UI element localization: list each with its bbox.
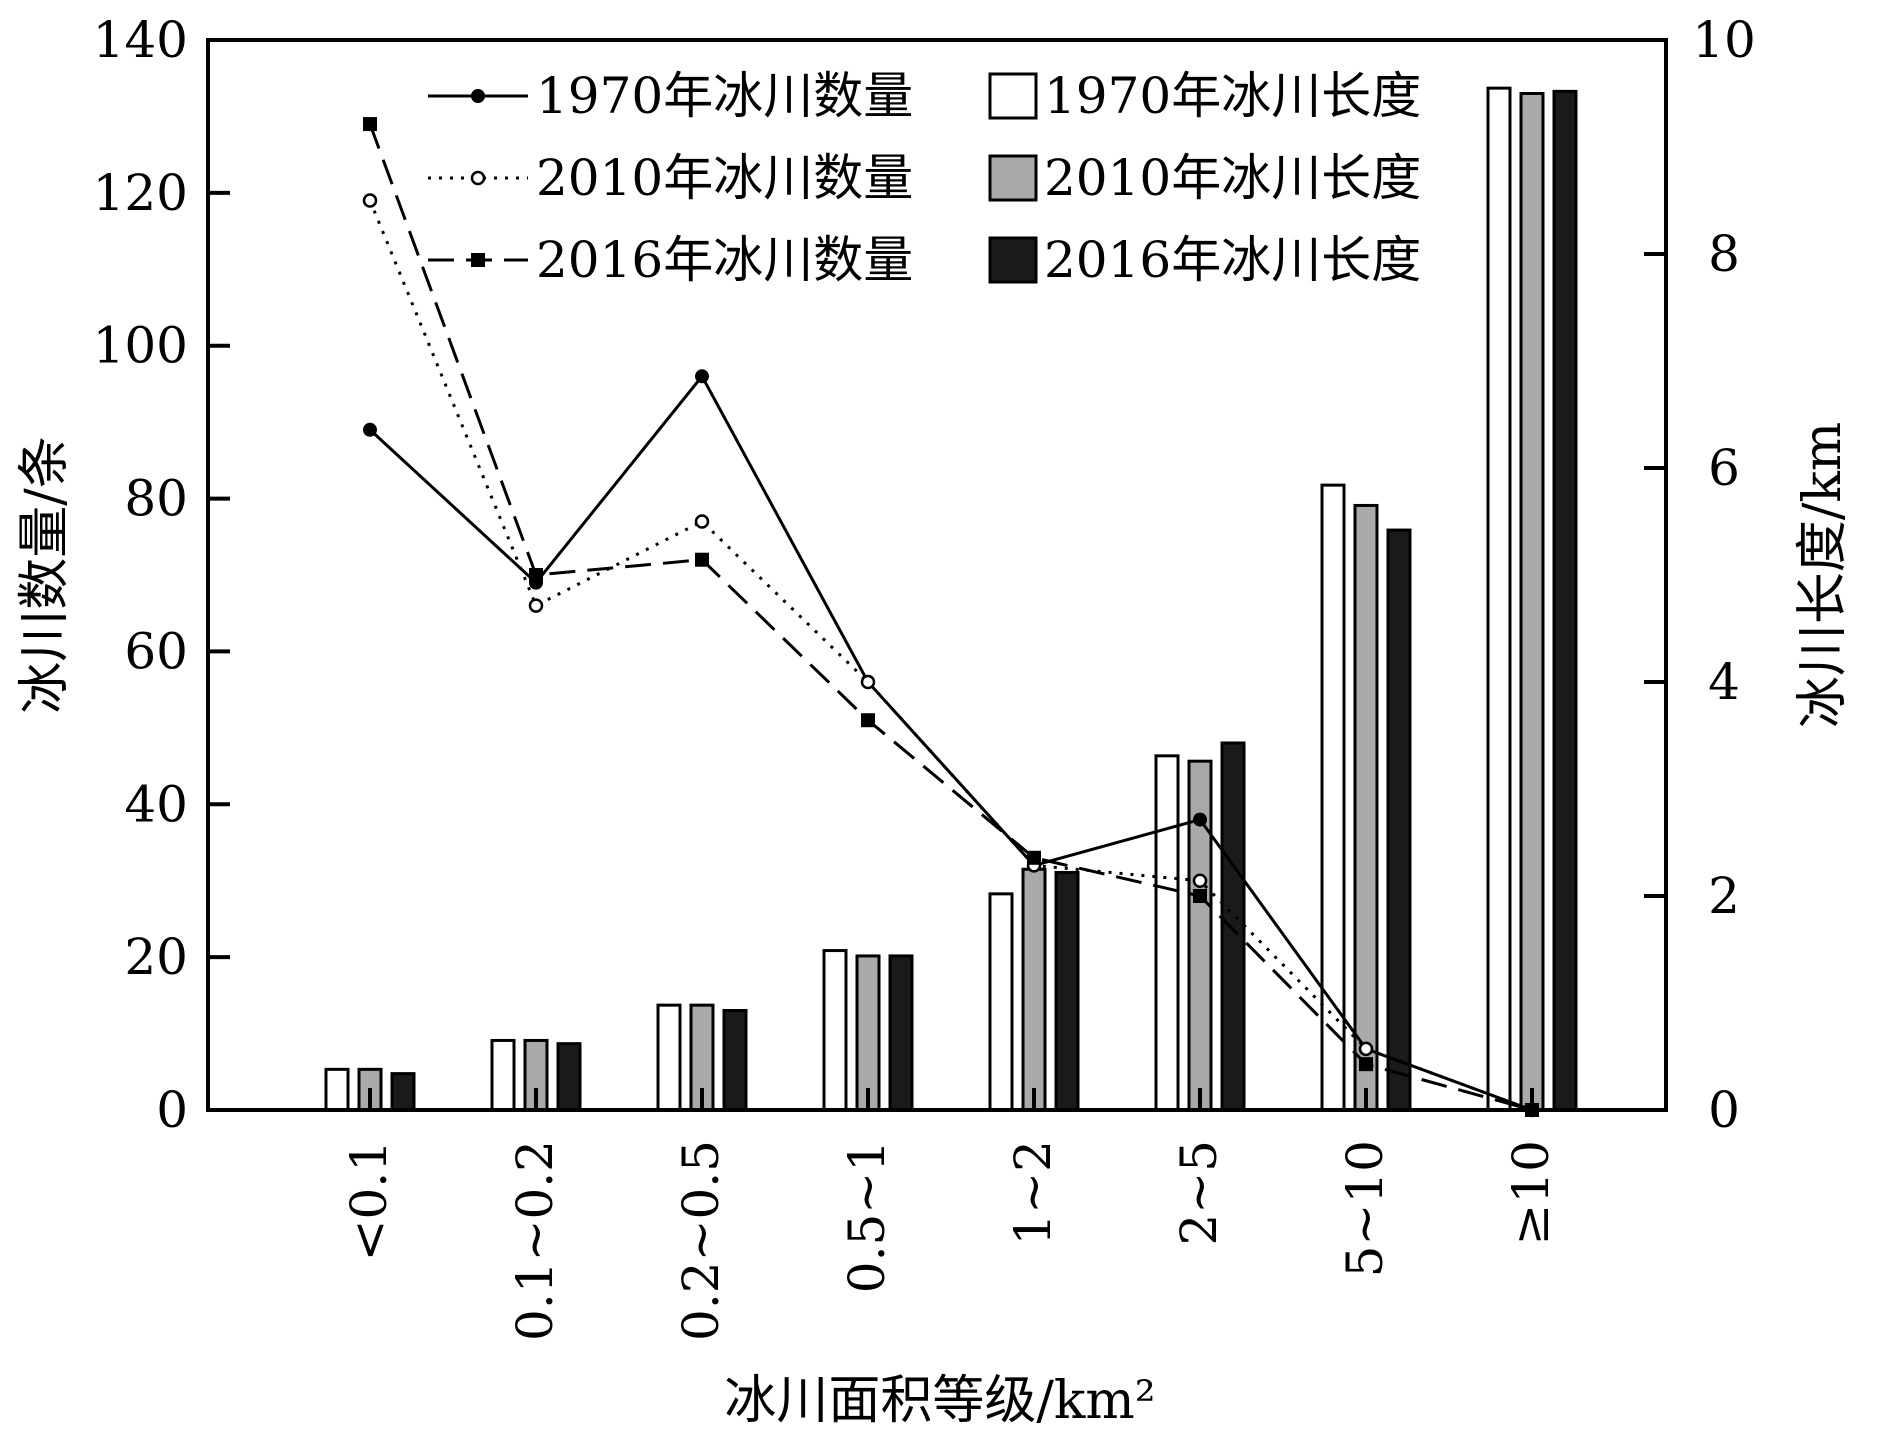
point-2010-1 — [528, 598, 544, 613]
bar-2016-0 — [390, 1072, 416, 1112]
bar-2016-5 — [1220, 741, 1246, 1112]
y-left-tick-label-1: 20 — [124, 928, 188, 986]
y-right-tick-label-0: 0 — [1708, 1081, 1740, 1139]
x-axis-title: 冰川面积等级/km² — [724, 1371, 1155, 1431]
legend-bar-swatch-1 — [988, 154, 1038, 202]
legend-bar-label-0: 1970年冰川长度 — [1044, 67, 1421, 125]
point-2010-3 — [860, 674, 876, 690]
y-left-tick-label-7: 140 — [93, 11, 188, 69]
y-right-tick-label-5: 10 — [1692, 11, 1756, 69]
legend-bar-swatch-2 — [988, 236, 1038, 284]
legend-line-label-2: 2016年冰川数量 — [536, 231, 913, 289]
x-tick-label-4: 1~2 — [1004, 1140, 1062, 1246]
point-2016-2 — [695, 552, 709, 567]
point-2016-3 — [861, 713, 875, 728]
bar-1970-4 — [988, 892, 1014, 1112]
bar-2016-7 — [1552, 89, 1578, 1112]
x-tick-label-5: 2~5 — [1170, 1140, 1228, 1246]
bar-1970-3 — [822, 949, 848, 1112]
legend-marker-1 — [470, 170, 486, 186]
y-left-tick-label-2: 40 — [124, 775, 188, 833]
point-2010-6 — [1358, 1041, 1374, 1057]
point-2010-2 — [694, 514, 710, 529]
bar-2016-6 — [1386, 528, 1412, 1112]
x-tick-label-3: 0.5~1 — [838, 1140, 896, 1293]
y-left-tick-label-3: 60 — [124, 622, 188, 680]
y-right-tick-label-3: 6 — [1708, 439, 1740, 497]
x-tick-labels: <0.1 0.1~0.2 0.2~0.5 0.5~1 1~2 2~5 5~10 ≥10 — [340, 1140, 1560, 1341]
legend-marker-0 — [471, 89, 485, 103]
point-2010-0 — [362, 193, 378, 208]
y-right-tick-label-2: 4 — [1708, 653, 1740, 711]
legend-bar-swatch-0 — [988, 72, 1038, 120]
legend-line-label-0: 1970年冰川数量 — [536, 67, 913, 125]
bar-2016-1 — [556, 1042, 582, 1112]
point-1970-5 — [1193, 812, 1207, 827]
y-left-tick-label-5: 100 — [93, 317, 188, 375]
line-1970 — [368, 373, 1533, 1112]
legend-bar-label-2: 2016年冰川长度 — [1044, 231, 1421, 289]
bar-1970-7 — [1486, 86, 1512, 1112]
x-tick-label-6: 5~10 — [1336, 1140, 1394, 1277]
y-right-tick-label-1: 2 — [1708, 867, 1740, 925]
plot-frame — [206, 38, 1668, 1112]
bar-2010-3 — [855, 954, 881, 1112]
x-tick-label-0: <0.1 — [340, 1140, 398, 1261]
y-axis-left-title: 冰川数量/条 — [15, 436, 75, 714]
x-tick-label-1: 0.1~0.2 — [506, 1140, 564, 1341]
bar-2010-4 — [1021, 867, 1047, 1112]
line-2016 — [368, 123, 1533, 1112]
point-1970-0 — [363, 422, 377, 437]
point-2016-6 — [1359, 1057, 1373, 1072]
legend-line-label-1: 2010年冰川数量 — [536, 149, 913, 207]
bar-1970-1 — [490, 1038, 516, 1112]
point-2016-1 — [529, 568, 543, 582]
legend: 1970年冰川数量 1970年冰川长度 2010年冰川数量 2010年冰川长度 2016… — [428, 67, 1421, 289]
bar-1970-2 — [656, 1003, 682, 1112]
legend-bar-label-1: 2010年冰川长度 — [1044, 149, 1421, 207]
point-2010-5 — [1192, 873, 1208, 888]
point-2016-0 — [363, 117, 377, 132]
y-right-tick-label-4: 8 — [1708, 225, 1740, 283]
y-left-tick-label-0: 0 — [156, 1081, 188, 1139]
bar-1970-0 — [324, 1067, 350, 1112]
point-2016-4 — [1027, 850, 1041, 865]
legend-marker-2 — [471, 253, 485, 267]
bars-layer — [324, 86, 1578, 1112]
point-2016-5 — [1193, 889, 1207, 903]
bar-2010-6 — [1353, 503, 1379, 1112]
y-axis-right-title: 冰川长度/km — [1793, 422, 1853, 728]
point-1970-2 — [695, 369, 709, 384]
y-left-tick-label-6: 120 — [93, 164, 188, 222]
bar-2016-4 — [1054, 870, 1080, 1112]
line-2010 — [368, 199, 1533, 1112]
bar-2010-7 — [1519, 92, 1545, 1112]
ticks-layer: 0 20 40 60 80 100 120 140 0 2 4 6 8 10 — [93, 11, 1756, 1139]
bar-1970-5 — [1154, 754, 1180, 1112]
bar-2016-2 — [722, 1008, 748, 1112]
y-left-tick-label-4: 80 — [124, 470, 188, 528]
bar-2016-3 — [888, 954, 914, 1112]
x-tick-label-7: ≥10 — [1502, 1140, 1560, 1246]
x-tick-label-2: 0.2~0.5 — [672, 1140, 730, 1341]
